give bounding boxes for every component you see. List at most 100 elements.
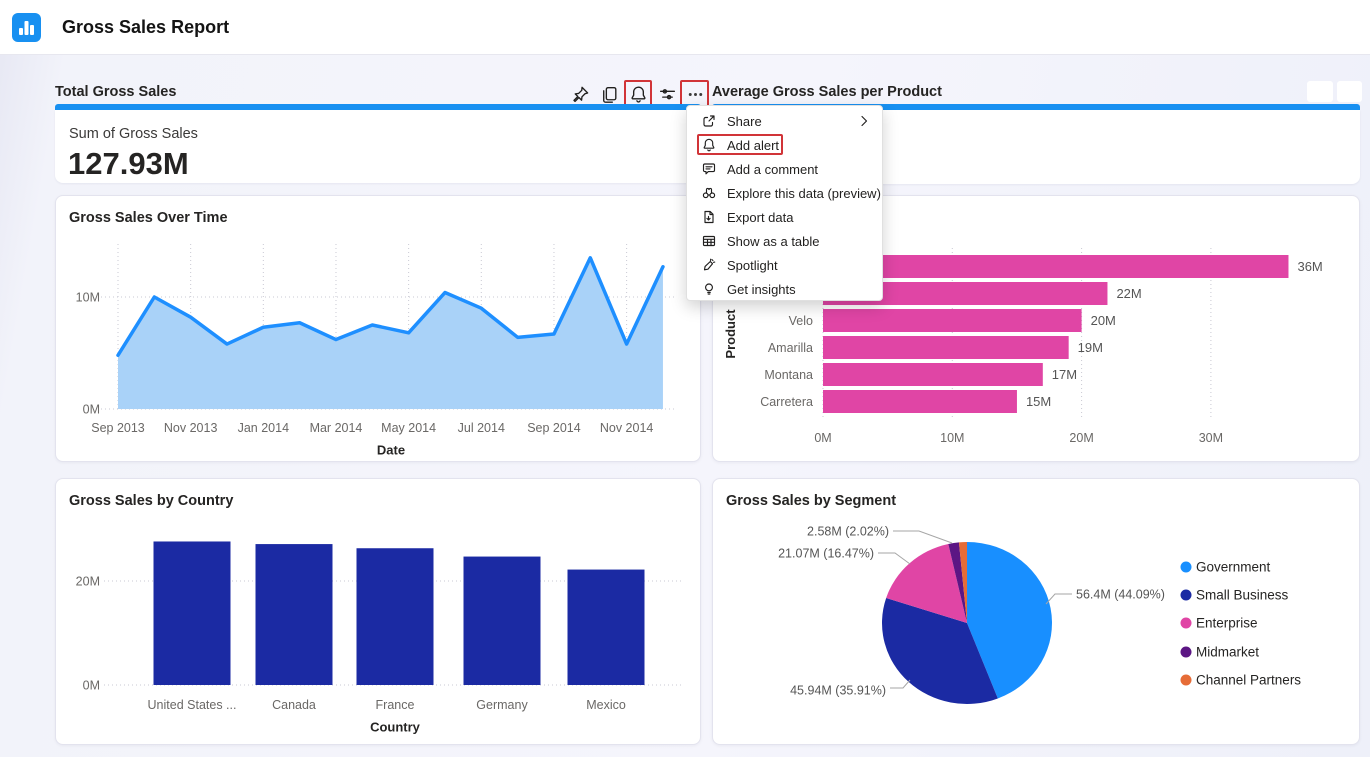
pie-slice-channel-partners[interactable] [958,542,967,623]
product-bar[interactable] [823,255,1289,278]
svg-text:0M: 0M [83,678,100,692]
svg-text:Jul 2014: Jul 2014 [458,421,505,435]
svg-text:20M: 20M [1091,313,1116,328]
product-bar[interactable] [823,336,1069,359]
menu-item-add-comment[interactable]: Add a comment [687,157,882,181]
legend-dot [1180,674,1192,686]
svg-text:Mar 2014: Mar 2014 [310,421,363,435]
area-line[interactable] [116,256,665,357]
average-per-product-chart: 36M22M20MVelo19MAmarilla17MMontana15MCar… [723,248,1323,445]
legend-label: Government [1196,560,1271,575]
legend-label: Midmarket [1196,645,1259,660]
submenu-chevron-icon [861,115,868,127]
product-bar[interactable] [823,390,1017,413]
more-options-icon[interactable] [685,84,706,105]
svg-text:Sep 2013: Sep 2013 [91,421,145,435]
svg-text:56.4M (44.09%): 56.4M (44.09%) [1076,587,1165,601]
tile-group-title-total-gross-sales: Total Gross Sales [55,84,177,100]
svg-text:Nov 2014: Nov 2014 [600,421,654,435]
menu-item-show-as-table[interactable]: Show as a table [687,229,882,253]
gross-sales-by-country-tile[interactable]: Gross Sales by Country 0M 20M United State… [55,478,701,745]
svg-text:Velo: Velo [789,314,813,328]
total-gross-sales-card[interactable]: Sum of Gross Sales 127.93M [55,110,701,183]
svg-text:Carretera: Carretera [760,395,813,409]
gross-sales-over-time-tile[interactable]: Gross Sales Over Time 10M 0M Sep 2013 Nov 2… [55,195,701,462]
svg-text:21.07M (16.47%): 21.07M (16.47%) [778,546,874,560]
chart-title: Gross Sales Over Time [69,210,228,226]
svg-text:Canada: Canada [272,698,316,712]
product-bar[interactable] [823,282,1108,305]
menu-item-export-data[interactable]: Export data [687,205,882,229]
tile-group-title-average-per-product: Average Gross Sales per Product [712,84,942,100]
svg-text:0M: 0M [814,431,831,445]
svg-text:Sep 2014: Sep 2014 [527,421,581,435]
gross-sales-over-time-chart: 10M 0M Sep 2013 Nov 2013 Jan 2014 Mar 2014 May… [76,244,676,457]
svg-text:Amarilla: Amarilla [768,341,813,355]
svg-text:2.58M (2.02%): 2.58M (2.02%) [807,524,889,538]
filter-icon[interactable] [657,84,678,105]
app-header: Gross Sales Report [0,0,1370,55]
more-options-highlight-box [680,80,709,107]
copy-icon[interactable] [599,84,620,105]
legend-dot [1180,589,1192,601]
menu-item-share[interactable]: Share [687,109,882,133]
svg-text:Mexico: Mexico [586,698,626,712]
legend-label: Channel Partners [1196,673,1301,688]
chart-title: Gross Sales by Segment [726,493,897,509]
legend-dot [1180,561,1192,573]
svg-text:Jan 2014: Jan 2014 [238,421,289,435]
legend-label: Enterprise [1196,616,1258,631]
svg-text:Montana: Montana [764,368,813,382]
chart-title: Gross Sales by Country [69,493,234,509]
svg-text:Date: Date [377,442,405,457]
svg-text:45.94M (35.91%): 45.94M (35.91%) [790,683,886,697]
card-label: Sum of Gross Sales [69,126,198,142]
tile-action-button[interactable] [1337,81,1362,102]
product-bar[interactable] [823,309,1082,332]
gross-sales-by-segment-chart: 56.4M (44.09%) 45.94M (35.91%) 21.07M (16.… [778,524,1301,704]
svg-text:15M: 15M [1026,394,1051,409]
legend-label: Small Business [1196,588,1289,603]
country-bar[interactable] [567,569,645,685]
svg-text:United States ...: United States ... [148,698,237,712]
page-title: Gross Sales Report [62,17,230,37]
pie-slice-midmarket[interactable] [948,542,967,623]
svg-text:30M: 30M [1199,431,1223,445]
legend-dot [1180,617,1192,629]
alert-bell-icon[interactable] [628,84,649,105]
add-alert-highlight-box [697,134,783,155]
area-fill[interactable] [118,257,663,409]
country-bar[interactable] [255,544,333,685]
pie-slice-small-business[interactable] [882,597,998,704]
gross-sales-by-country-chart: 0M 20M United States ... Canada France German… [76,541,684,734]
menu-item-get-insights[interactable]: Get insights [687,277,882,301]
menu-item-spotlight[interactable]: Spotlight [687,253,882,277]
country-bar[interactable] [356,548,434,685]
menu-item-add-alert[interactable]: Add alert [687,133,882,157]
svg-text:22M: 22M [1116,286,1141,301]
svg-text:19M: 19M [1078,340,1103,355]
tile-focus-bar [55,104,701,110]
svg-text:10M: 10M [76,290,100,304]
svg-text:May 2014: May 2014 [381,421,436,435]
pie-slice-enterprise[interactable] [886,543,967,623]
average-per-product-tile[interactable]: 36M 22M 20M Velo 19M Amarilla 17M Montana 15M Car… [712,195,1360,462]
card-value: 127.93M [68,146,189,181]
pin-icon[interactable] [570,84,591,105]
svg-text:Country: Country [370,719,421,734]
country-bar[interactable] [463,556,541,685]
svg-text:36M: 36M [1297,259,1322,274]
country-bar[interactable] [153,541,231,685]
legend-dot [1180,646,1192,658]
menu-item-explore-data[interactable]: Explore this data (preview) [687,181,882,205]
svg-text:Germany: Germany [476,698,528,712]
svg-text:Nov 2013: Nov 2013 [164,421,218,435]
pie-slice-government[interactable] [967,542,1052,699]
svg-text:0M: 0M [83,402,100,416]
svg-text:20M: 20M [1069,431,1093,445]
gross-sales-by-segment-tile[interactable]: Gross Sales by Segment 56.4M (44.09%) 45.… [712,478,1360,745]
tile-action-button[interactable] [1307,81,1333,102]
product-bar[interactable] [823,363,1043,386]
svg-text:20M: 20M [76,574,100,588]
